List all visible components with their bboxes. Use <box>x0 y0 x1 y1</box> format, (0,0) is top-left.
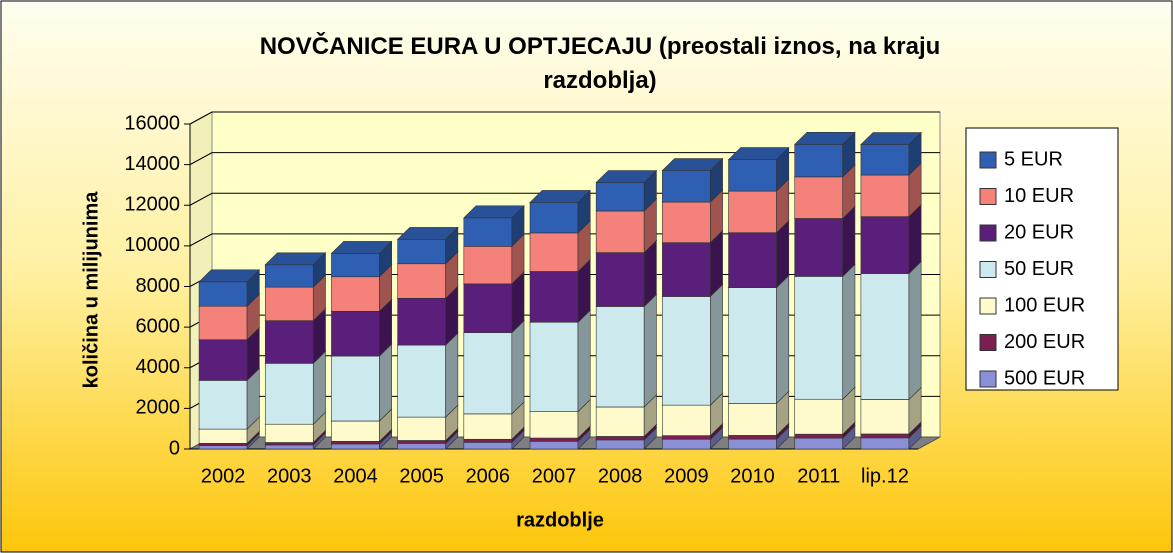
legend-swatch <box>979 151 997 169</box>
bar-segment <box>264 307 327 364</box>
bar-segment <box>727 146 790 192</box>
x-tick-label: 2002 <box>201 465 246 487</box>
x-tick-label: 2007 <box>532 465 577 487</box>
grid-line <box>189 111 940 125</box>
bar-segment <box>793 131 856 178</box>
legend-swatch <box>979 370 997 388</box>
bar-segment <box>595 169 658 212</box>
legend-label: 20 EUR <box>1004 221 1074 243</box>
bar-segment <box>661 283 724 406</box>
y-tick-label: 10000 <box>124 234 180 256</box>
x-tick-label: 2006 <box>466 465 511 487</box>
legend-label: 500 EUR <box>1004 367 1085 389</box>
legend-swatch <box>979 297 997 315</box>
bar-segment <box>860 260 922 401</box>
y-tick-label: 6000 <box>136 315 181 337</box>
x-tick-label: 2008 <box>598 465 643 487</box>
bar-segment <box>463 205 525 247</box>
legend-label: 100 EUR <box>1004 294 1085 316</box>
bar-segment <box>529 309 591 413</box>
x-tick-label: 2011 <box>797 465 840 487</box>
y-tick-label: 8000 <box>136 275 181 297</box>
x-axis-label: razdoblje <box>516 509 604 531</box>
x-tick-label: 2004 <box>333 465 378 487</box>
legend-swatch <box>979 334 997 351</box>
x-tick-label: 2003 <box>267 465 312 487</box>
legend-label: 5 EUR <box>1004 148 1063 170</box>
y-tick-label: 12000 <box>124 194 180 216</box>
legend-label: 50 EUR <box>1004 258 1074 280</box>
bar-segment <box>661 157 724 203</box>
legend-label: 200 EUR <box>1004 331 1085 353</box>
bar-segment <box>396 332 459 418</box>
bar-segment <box>529 189 591 234</box>
x-tick-label: lip.12 <box>861 465 909 487</box>
y-tick-label: 4000 <box>136 356 181 378</box>
x-tick-label: 2005 <box>399 465 444 487</box>
y-tick-label: 16000 <box>124 112 180 134</box>
legend-swatch <box>979 261 997 278</box>
legend-label: 10 EUR <box>1004 185 1074 207</box>
bar-segment <box>860 131 922 176</box>
bar-segment <box>330 240 393 278</box>
legend-swatch <box>979 188 997 205</box>
bar-segment <box>198 269 261 307</box>
x-tick-label: 2010 <box>730 465 775 487</box>
bar-segment <box>396 226 459 265</box>
y-tick-label: 0 <box>169 437 180 459</box>
y-tick-label: 14000 <box>124 153 180 175</box>
bar-segment <box>793 263 856 400</box>
x-tick-label: 2009 <box>664 465 709 487</box>
bar-segment <box>595 293 658 408</box>
grid-line <box>189 152 940 166</box>
y-tick-label: 2000 <box>136 397 181 419</box>
chart-title: NOVČANICE EURA U OPTJECAJU (preostali iz… <box>260 32 941 94</box>
bar-segment <box>463 319 525 415</box>
y-axis-label: količina u milijunima <box>80 191 102 389</box>
legend-swatch <box>979 224 997 242</box>
bar-segment <box>264 252 327 288</box>
bar-segment <box>727 274 790 405</box>
